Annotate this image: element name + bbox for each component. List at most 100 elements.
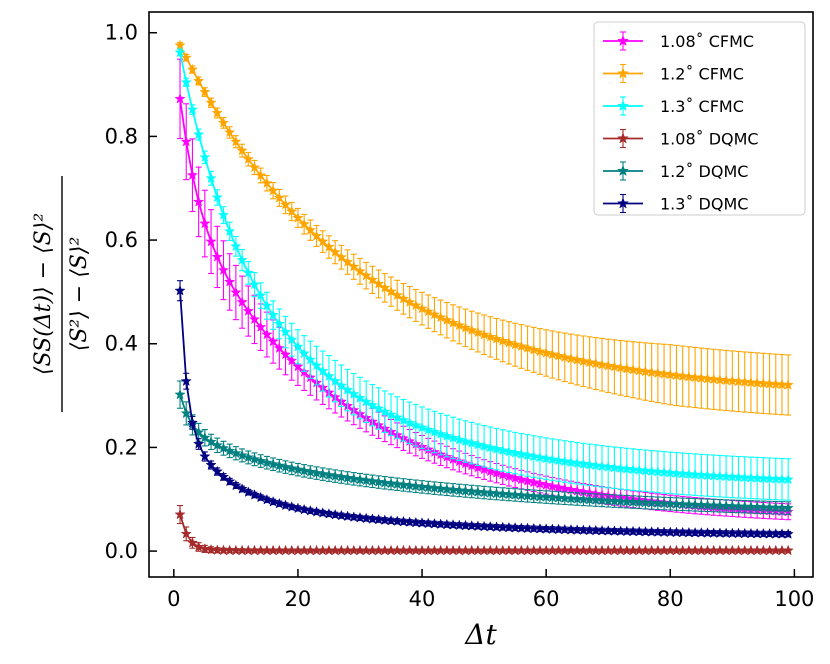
data-point (186, 416, 199, 428)
data-point (360, 395, 372, 407)
data-point (224, 276, 236, 287)
data-point (466, 459, 478, 471)
data-point (472, 438, 484, 450)
data-point (404, 516, 416, 527)
data-point (180, 135, 192, 147)
data-point (211, 107, 223, 118)
data-point (317, 468, 329, 479)
data-point (546, 491, 558, 503)
data-point (236, 449, 248, 461)
data-point (583, 493, 596, 505)
data-point (782, 544, 794, 556)
data-point (186, 63, 199, 75)
data-point (521, 475, 534, 486)
data-point (658, 466, 670, 478)
data-point (317, 235, 329, 247)
data-point (559, 351, 571, 363)
data-point (435, 482, 447, 494)
data-point (763, 377, 776, 389)
data-point (509, 338, 521, 350)
data-point (484, 441, 496, 453)
data-point (509, 489, 521, 500)
data-point (217, 209, 230, 220)
data-point (242, 266, 254, 278)
data-point (193, 195, 205, 207)
data-point (261, 493, 273, 505)
data-point (174, 508, 186, 520)
data-point (608, 461, 621, 473)
data-point (317, 365, 329, 376)
data-point (695, 469, 707, 480)
data-point (304, 353, 316, 365)
data-point (242, 153, 254, 164)
data-point (304, 466, 316, 477)
legend-label: 1.2˚ DQMC (660, 162, 748, 181)
data-point (490, 443, 503, 454)
data-point (447, 432, 459, 443)
data-point (310, 506, 323, 517)
data-point (441, 430, 453, 441)
data-point (782, 379, 794, 390)
series-5 (174, 280, 794, 539)
data-point (199, 450, 211, 462)
data-point (224, 444, 236, 456)
data-point (571, 457, 583, 469)
data-point (720, 374, 732, 386)
data-point (397, 479, 410, 490)
data-point (391, 411, 403, 423)
data-point (453, 319, 465, 331)
legend-entry: 1.08˚ CFMC (603, 31, 754, 51)
data-point (484, 330, 496, 342)
data-point (286, 501, 298, 512)
data-point (472, 461, 484, 473)
data-point (540, 452, 552, 464)
data-point (348, 511, 360, 522)
data-point (193, 128, 205, 140)
data-point (503, 488, 515, 500)
data-point (385, 514, 397, 526)
data-point (689, 371, 701, 383)
data-point (372, 278, 385, 289)
data-point (372, 476, 385, 487)
data-point (248, 453, 261, 465)
data-point (497, 444, 509, 456)
data-point (248, 313, 261, 325)
data-point (683, 370, 695, 382)
data-point (534, 477, 546, 489)
data-point (341, 256, 354, 267)
data-point (590, 494, 602, 505)
data-point (503, 470, 515, 482)
data-point (646, 465, 658, 477)
data-point (205, 543, 217, 555)
data-point (242, 451, 254, 463)
data-point (515, 340, 527, 352)
data-point (540, 491, 552, 502)
data-point (360, 269, 372, 281)
data-point (782, 502, 794, 513)
data-point (428, 482, 441, 493)
data-point (236, 254, 248, 265)
data-point (583, 458, 596, 470)
data-point (459, 321, 472, 333)
data-point (273, 191, 285, 203)
data-point (335, 251, 347, 263)
data-point (552, 481, 565, 493)
data-point (248, 489, 261, 500)
data-point (230, 135, 242, 147)
data-point (497, 335, 509, 346)
data-point (416, 302, 428, 314)
data-point (298, 503, 310, 515)
data-point (422, 305, 434, 317)
data-point (205, 96, 217, 108)
data-point (180, 527, 192, 539)
data-point (410, 480, 422, 492)
ticks-layer: 0 20 40 60 80 100 0.0 0.2 0.4 0.6 0.8 1.0 (105, 21, 815, 611)
data-point (236, 296, 248, 307)
data-point (559, 482, 571, 494)
data-point (360, 512, 372, 524)
data-point (317, 507, 329, 518)
data-point (577, 458, 590, 469)
data-point (404, 296, 416, 307)
data-point (447, 519, 459, 530)
data-point (490, 487, 503, 499)
